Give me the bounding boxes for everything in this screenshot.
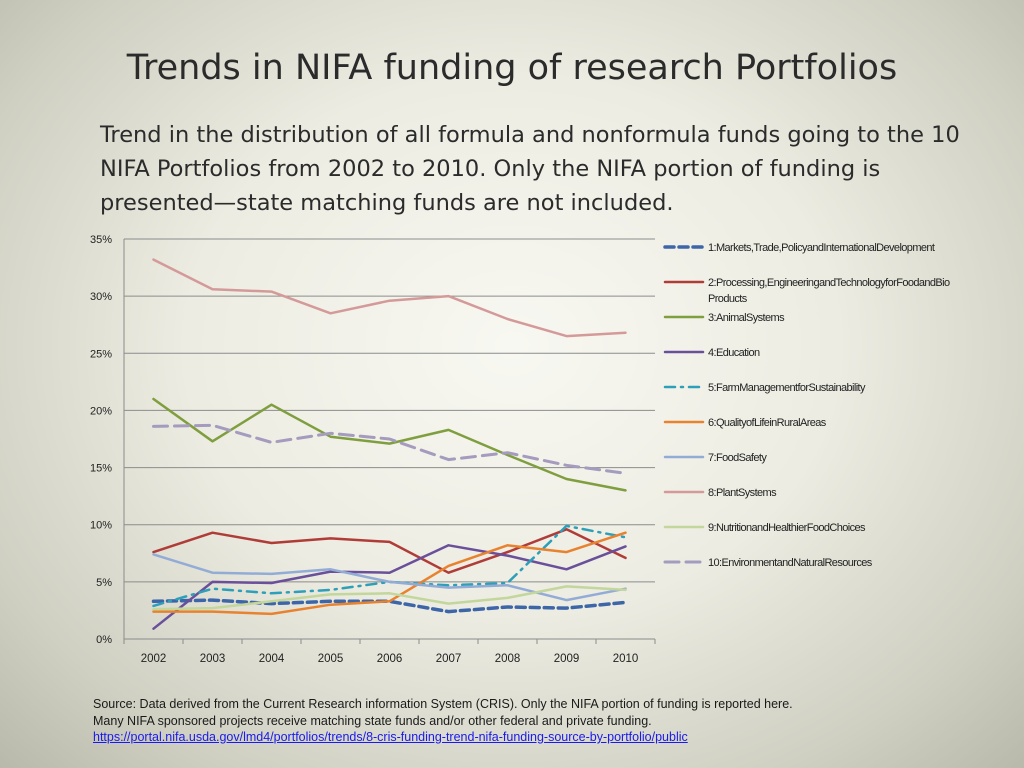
y-tick-label: 0% bbox=[96, 634, 112, 646]
series-line-1 bbox=[151, 598, 628, 614]
series-line-7 bbox=[152, 553, 627, 602]
y-tick-label: 5% bbox=[96, 577, 112, 589]
source-note: Source: Data derived from the Current Re… bbox=[93, 696, 993, 746]
y-tick-label: 15% bbox=[90, 463, 112, 475]
x-tick-label: 2009 bbox=[554, 653, 580, 665]
series-line-4 bbox=[152, 544, 627, 630]
series-line-6 bbox=[152, 531, 627, 616]
series-line-2 bbox=[152, 528, 627, 574]
x-tick-label: 2005 bbox=[318, 653, 344, 665]
x-tick-label: 2006 bbox=[377, 653, 403, 665]
y-tick-label: 20% bbox=[90, 405, 112, 417]
series-line-8 bbox=[152, 258, 627, 338]
source-line-2: Many NIFA sponsored projects receive mat… bbox=[93, 713, 652, 728]
x-tick-label: 2002 bbox=[141, 653, 167, 665]
legend-label-9: 9:NutritionandHealthierFoodChoices bbox=[708, 522, 866, 534]
series-line-10 bbox=[152, 423, 627, 475]
page-title: Trends in NIFA funding of research Portf… bbox=[126, 48, 898, 88]
x-tick-label: 2007 bbox=[436, 653, 462, 665]
y-tick-label: 35% bbox=[90, 234, 112, 246]
y-tick-label: 25% bbox=[90, 348, 112, 360]
legend-label-8: 8:PlantSystems bbox=[708, 487, 777, 499]
x-tick-label: 2010 bbox=[613, 653, 639, 665]
x-tick-label: 2003 bbox=[200, 653, 226, 665]
legend-label-10: 10:EnvironmentandNaturalResources bbox=[708, 557, 873, 569]
source-line-1: Source: Data derived from the Current Re… bbox=[93, 697, 793, 711]
legend-label-1: 1:Markets,Trade,PolicyandInternationalDe… bbox=[708, 242, 935, 254]
x-tick-label: 2004 bbox=[259, 653, 285, 665]
line-chart: 0% 5% 10% 15% 20% 25% 30% 35% 2002 2003 2004 2005 20… bbox=[90, 234, 951, 665]
legend-label-7: 7:FoodSafety bbox=[708, 452, 767, 464]
y-tick-label: 10% bbox=[90, 520, 112, 532]
legend-label-2: 2:Processing,EngineeringandTechnologyfor… bbox=[708, 277, 950, 305]
page-subtitle: Trend in the distribution of all formula… bbox=[100, 122, 960, 216]
y-tick-label: 30% bbox=[90, 291, 112, 303]
legend-label-5: 5:FarmManagementforSustainability bbox=[708, 382, 866, 394]
x-tick-label: 2008 bbox=[495, 653, 521, 665]
series-line-9 bbox=[152, 585, 627, 611]
legend-label-3: 3:AnimalSystems bbox=[708, 312, 785, 324]
source-link[interactable]: https://portal.nifa.usda.gov/lmd4/portfo… bbox=[93, 730, 688, 744]
legend-label-6: 6:QualityofLifeinRuralAreas bbox=[708, 417, 827, 429]
series-line-3 bbox=[152, 397, 627, 492]
legend-label-4: 4:Education bbox=[708, 347, 760, 359]
